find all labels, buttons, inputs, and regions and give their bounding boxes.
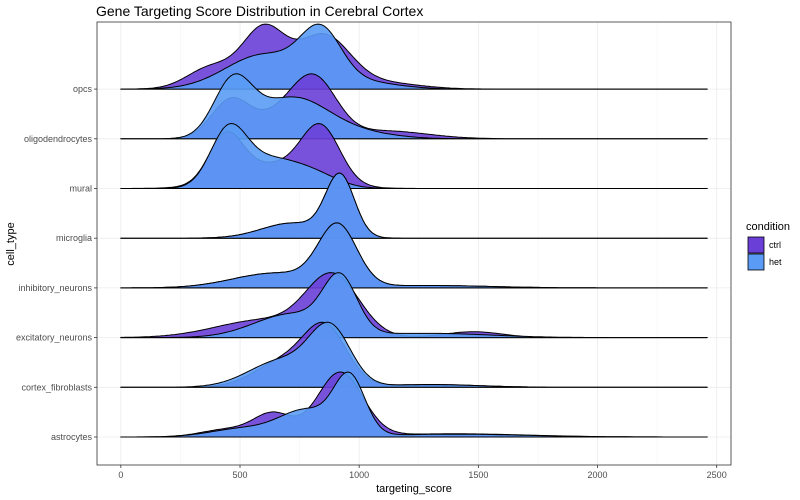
legend-label-het: het (769, 257, 782, 267)
plot-border (96, 21, 732, 466)
chart-title: Gene Targeting Score Distribution in Cer… (96, 3, 423, 19)
ridge-excitatory_neurons (120, 272, 708, 339)
ridge-opcs-het (120, 23, 708, 90)
x-tick-label: 2500 (707, 470, 727, 480)
ridge-mural-het (120, 123, 708, 189)
ridges (120, 23, 708, 438)
ridge-mural (120, 123, 708, 189)
y-tick-label: mural (69, 184, 92, 194)
y-axis-ticks: astrocytes cortex_fibroblasts excitatory_n… (16, 84, 97, 442)
y-tick-label: inhibitory_neurons (18, 283, 92, 293)
x-axis-title: targeting_score (376, 483, 452, 495)
plot-panel (97, 22, 731, 465)
legend-label-ctrl: ctrl (769, 240, 781, 250)
y-tick-label: astrocytes (51, 432, 93, 442)
y-tick-label: oligodendrocytes (24, 134, 93, 144)
legend: condition ctrl het (746, 221, 790, 271)
y-tick-label: microglia (56, 233, 92, 243)
ridge-microglia-het (120, 172, 708, 239)
y-tick-label: excitatory_neurons (16, 333, 93, 343)
ridge-oligodendrocytes-het (120, 73, 708, 140)
x-tick-label: 2000 (588, 470, 608, 480)
ridge-astrocytes (120, 371, 708, 438)
ridge-inhibitory_neurons (120, 222, 708, 289)
ridge-excitatory_neurons-het (120, 272, 708, 339)
y-tick-label: cortex_fibroblasts (21, 382, 92, 392)
ridge-oligodendrocytes (120, 73, 708, 140)
legend-key-ctrl (747, 236, 765, 254)
x-tick-label: 1000 (349, 470, 369, 480)
ridge-cortex_fibroblasts (120, 321, 708, 388)
legend-title: condition (746, 221, 790, 233)
x-axis-ticks: 0 500 1000 1500 2000 2500 (118, 465, 727, 480)
x-tick-label: 0 (118, 470, 123, 480)
ridge-cortex_fibroblasts-het (120, 321, 708, 388)
ridge-astrocytes-het (120, 371, 708, 438)
y-axis-title: cell_type (5, 222, 17, 265)
y-tick-label: opcs (73, 84, 93, 94)
ridge-opcs (120, 23, 708, 90)
legend-key-het (747, 253, 765, 271)
ridge-microglia (120, 172, 708, 239)
x-tick-label: 500 (232, 470, 247, 480)
ridge-inhibitory_neurons-het (120, 222, 708, 289)
x-tick-label: 1500 (468, 470, 488, 480)
